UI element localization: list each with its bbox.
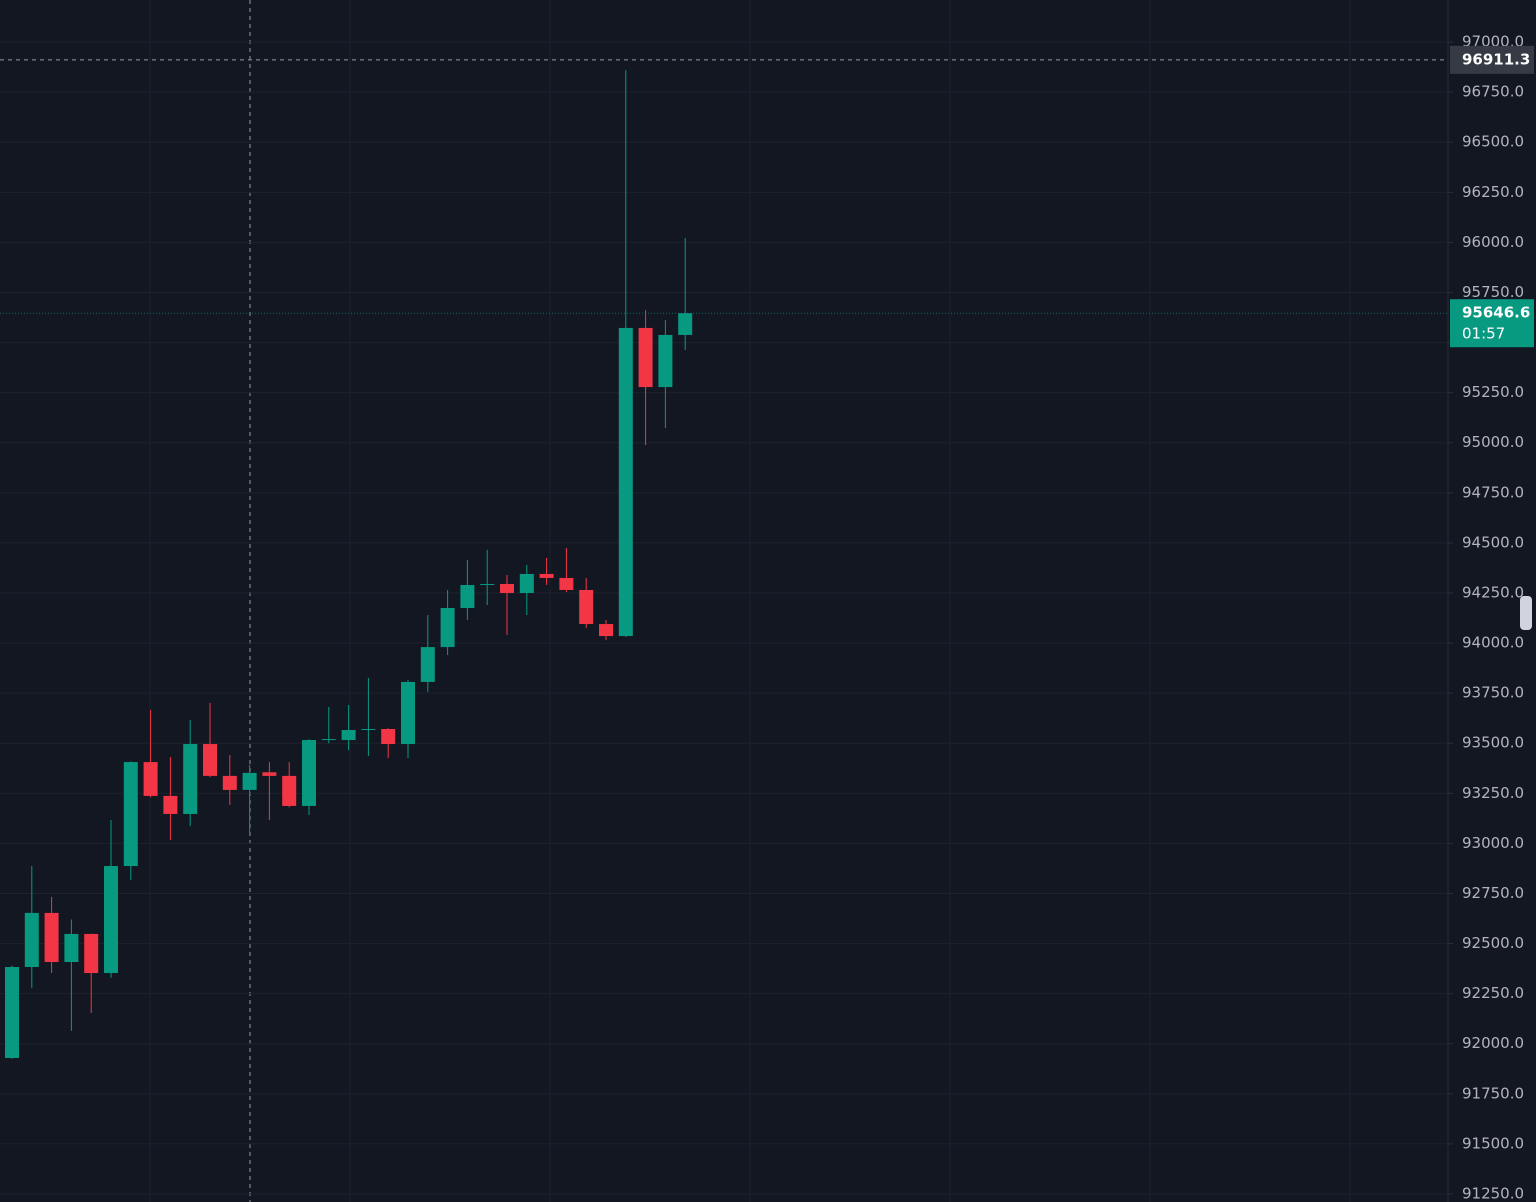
candle-body bbox=[282, 775, 297, 806]
y-tick-label: 94500.0 bbox=[1462, 533, 1524, 551]
y-tick-label: 93500.0 bbox=[1462, 734, 1524, 752]
y-tick-label: 92500.0 bbox=[1462, 934, 1524, 952]
y-tick-label: 93000.0 bbox=[1462, 834, 1524, 852]
y-tick-label: 96000.0 bbox=[1462, 233, 1524, 251]
candle-body bbox=[678, 313, 693, 335]
y-tick-label: 93250.0 bbox=[1462, 784, 1524, 802]
y-tick-label: 92250.0 bbox=[1462, 984, 1524, 1002]
last-price-box bbox=[1450, 299, 1534, 348]
y-tick-label: 93750.0 bbox=[1462, 684, 1524, 702]
candle-body bbox=[123, 762, 138, 867]
candle-body bbox=[64, 933, 79, 963]
candle-body bbox=[440, 608, 455, 648]
candle-body bbox=[44, 912, 59, 963]
y-tick-label: 95250.0 bbox=[1462, 383, 1524, 401]
candle-body bbox=[480, 583, 495, 585]
candle-body bbox=[341, 730, 356, 741]
candle-body bbox=[183, 744, 198, 814]
candle-body bbox=[302, 740, 316, 806]
candle-body bbox=[559, 577, 574, 590]
y-tick-label: 96250.0 bbox=[1462, 183, 1524, 201]
candle-body bbox=[321, 739, 336, 741]
y-tick-label: 95000.0 bbox=[1462, 433, 1524, 451]
candle-body bbox=[420, 647, 435, 682]
candle-body bbox=[539, 573, 554, 578]
candle-body bbox=[24, 912, 39, 968]
candle-body bbox=[222, 775, 237, 790]
candle-body bbox=[638, 327, 653, 388]
candle-body bbox=[203, 744, 217, 776]
y-tick-label: 92750.0 bbox=[1462, 884, 1524, 902]
candle-body bbox=[262, 772, 277, 776]
candle-body bbox=[579, 589, 594, 625]
crosshair-price-box bbox=[1450, 45, 1534, 74]
candle-body bbox=[163, 795, 178, 814]
y-tick-label: 94000.0 bbox=[1462, 634, 1524, 652]
last-price-label: 95646.6 bbox=[1462, 304, 1530, 322]
candle-body bbox=[361, 729, 376, 731]
candle-body bbox=[658, 334, 673, 388]
candle-body bbox=[519, 573, 534, 593]
candle-body bbox=[5, 967, 19, 1058]
y-tick-label: 94750.0 bbox=[1462, 483, 1524, 501]
vertical-grid bbox=[149, 0, 1351, 1202]
candle-body bbox=[104, 866, 118, 974]
y-tick-label: 96750.0 bbox=[1462, 83, 1524, 101]
collapse-handle[interactable] bbox=[1520, 596, 1532, 630]
y-tick-label: 91250.0 bbox=[1462, 1184, 1524, 1202]
countdown-label: 01:57 bbox=[1462, 325, 1505, 343]
candle-body bbox=[84, 933, 99, 974]
y-tick-label: 91750.0 bbox=[1462, 1084, 1524, 1102]
crosshair-price-label: 96911.3 bbox=[1462, 50, 1530, 68]
y-tick-label: 94250.0 bbox=[1462, 583, 1524, 601]
candle-body bbox=[401, 681, 415, 745]
candle-body bbox=[460, 584, 475, 609]
y-tick-label: 91500.0 bbox=[1462, 1134, 1524, 1152]
candle-body bbox=[242, 772, 257, 790]
candle-body bbox=[381, 729, 396, 745]
candle-body bbox=[500, 583, 514, 593]
y-tick-label: 96500.0 bbox=[1462, 133, 1524, 151]
candle-body bbox=[599, 624, 613, 637]
y-tick-label: 95750.0 bbox=[1462, 283, 1524, 301]
y-tick-label: 92000.0 bbox=[1462, 1034, 1524, 1052]
candle-body bbox=[618, 327, 633, 637]
candle-body bbox=[143, 762, 158, 796]
